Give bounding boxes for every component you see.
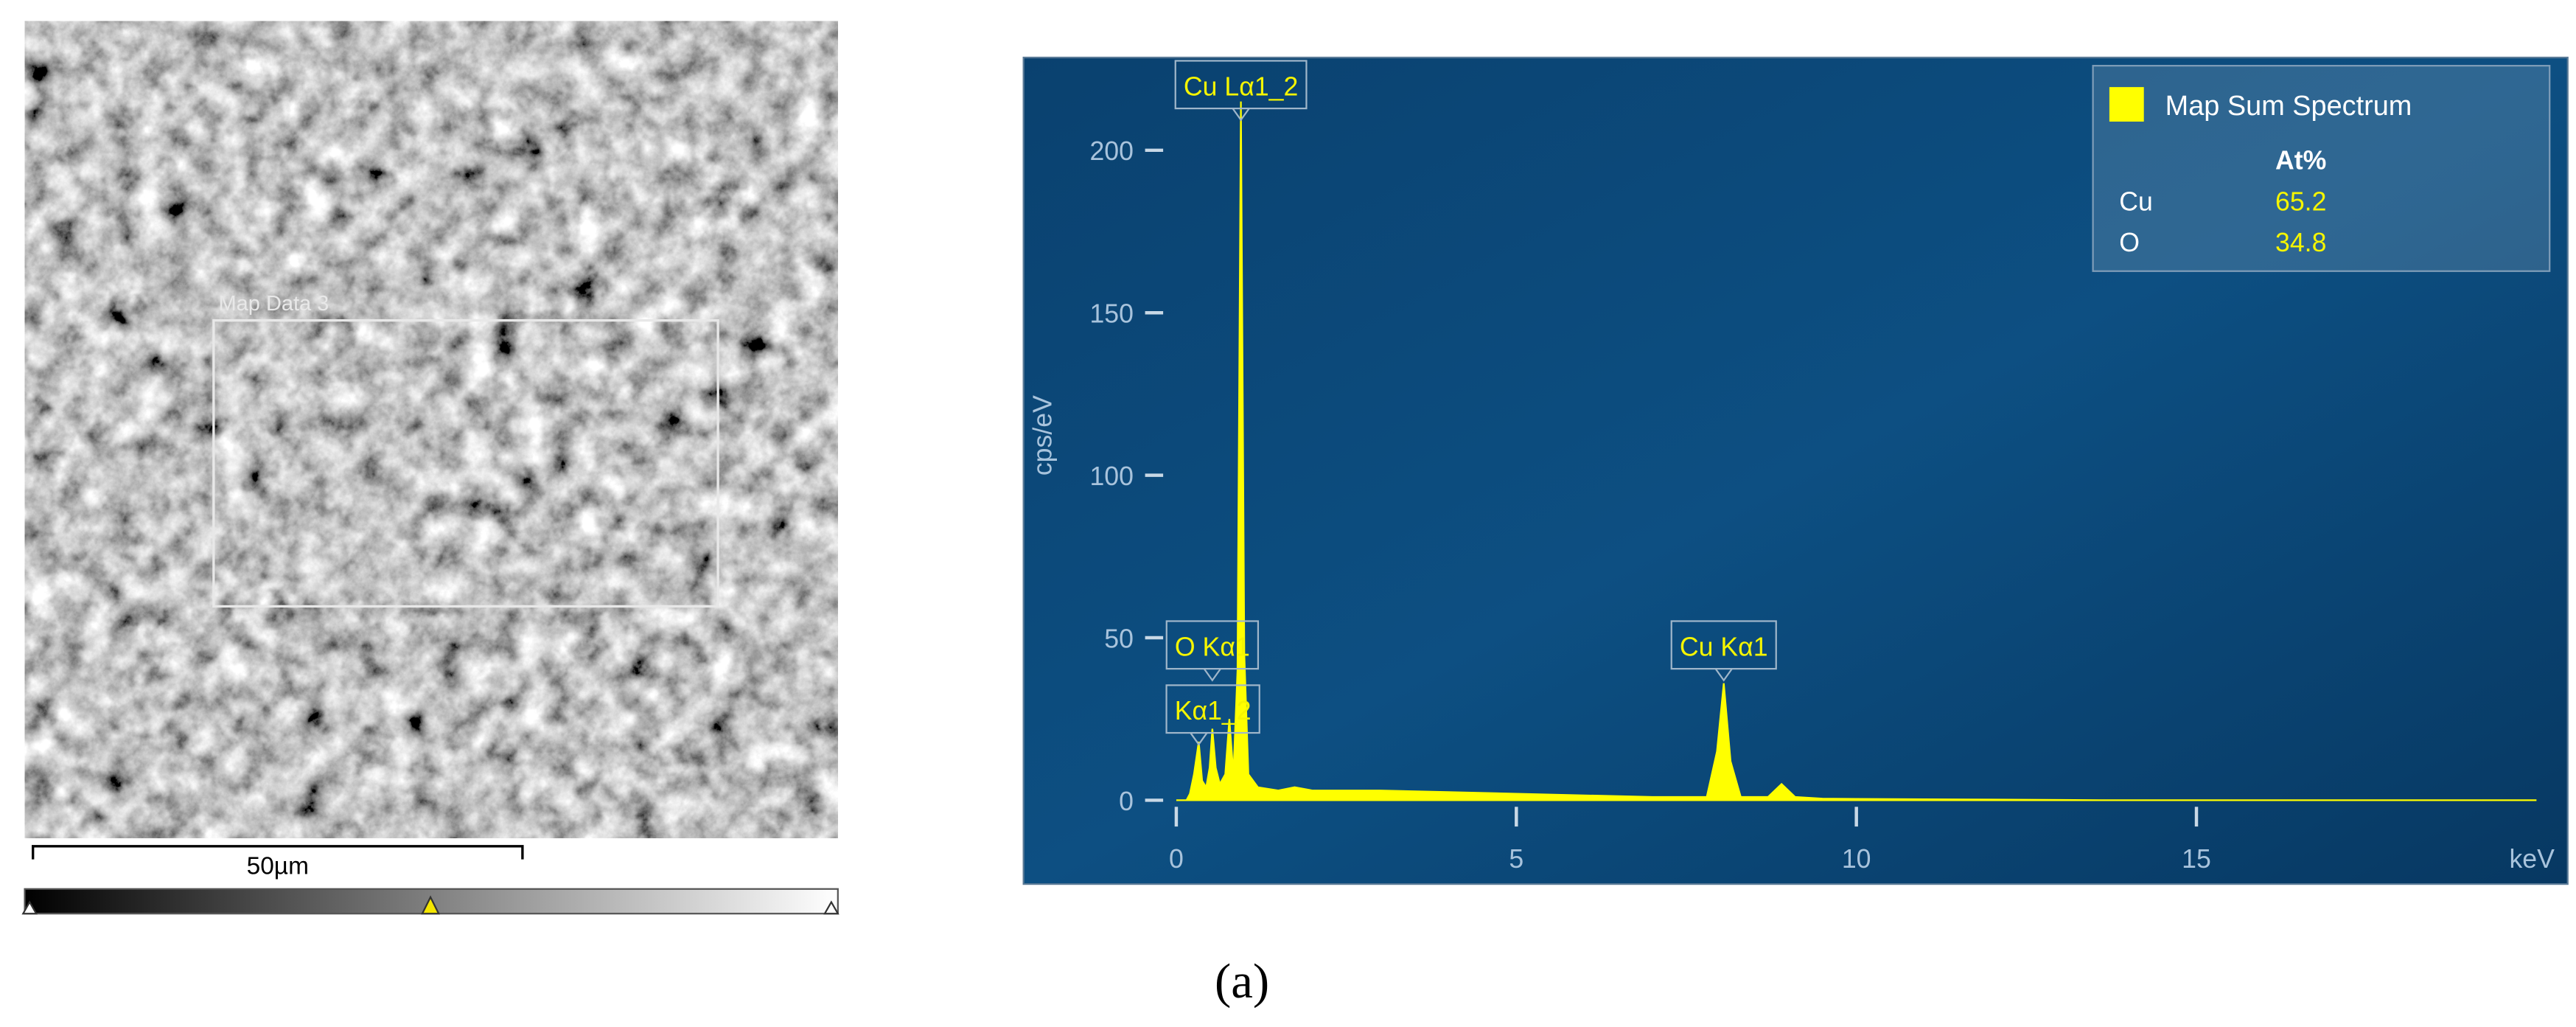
gray-marker xyxy=(823,900,840,915)
map-region xyxy=(212,318,719,608)
legend-swatch xyxy=(2109,87,2144,122)
spectrum-area xyxy=(1176,101,2537,801)
at-percent: 34.8 xyxy=(2275,228,2326,257)
x-axis-label: keV xyxy=(2509,844,2555,874)
y-tick-label: 200 xyxy=(1089,136,1134,166)
x-tick-label: 0 xyxy=(1169,844,1184,874)
peak-label-box xyxy=(1165,620,1260,670)
peak-label: Cu Lα1_2 xyxy=(1184,72,1298,101)
legend xyxy=(2092,65,2551,272)
x-tick-label: 5 xyxy=(1509,844,1523,874)
peak-label-box xyxy=(1174,60,1308,110)
y-tick-label: 50 xyxy=(1104,624,1134,653)
peak-label: Cu Kα1 xyxy=(1680,632,1768,661)
legend-label: Map Sum Spectrum xyxy=(2165,91,2412,122)
x-tick-label: 10 xyxy=(1842,844,1871,874)
peak-pointer xyxy=(1203,668,1221,682)
peak-label: Kα1_2 xyxy=(1175,696,1252,725)
at-percent: 65.2 xyxy=(2275,187,2326,216)
scale-label: 50µm xyxy=(247,853,309,880)
plot-background xyxy=(1022,56,2569,885)
gray-marker xyxy=(421,895,441,915)
element: O xyxy=(2119,228,2140,257)
sem-image xyxy=(24,21,838,838)
scale-bar xyxy=(32,845,524,860)
y-axis-label: cps/eV xyxy=(1028,395,1058,476)
peak-pointer xyxy=(1714,668,1733,682)
y-tick-label: 100 xyxy=(1089,462,1134,491)
y-tick-label: 150 xyxy=(1089,299,1134,329)
y-tick-label: 0 xyxy=(1119,787,1134,816)
peak-label-box xyxy=(1165,684,1260,734)
element: Cu xyxy=(2119,187,2153,216)
peak-label: O Kα1 xyxy=(1175,632,1250,661)
x-tick-label: 15 xyxy=(2182,844,2211,874)
gray-marker xyxy=(21,900,38,915)
caption: (a) xyxy=(1215,954,1269,1009)
peak-pointer xyxy=(1190,732,1208,746)
peak-label-box xyxy=(1670,620,1777,670)
plot: 0 50 100 150 200 0 5 10 15 Cu Lα1_2 O Kα1 Kα1_2 Cu K… xyxy=(1089,60,2537,874)
table-header: At% xyxy=(2275,146,2326,175)
region-label: Map Data 3 xyxy=(219,292,329,316)
peak-pointer xyxy=(1232,108,1250,122)
